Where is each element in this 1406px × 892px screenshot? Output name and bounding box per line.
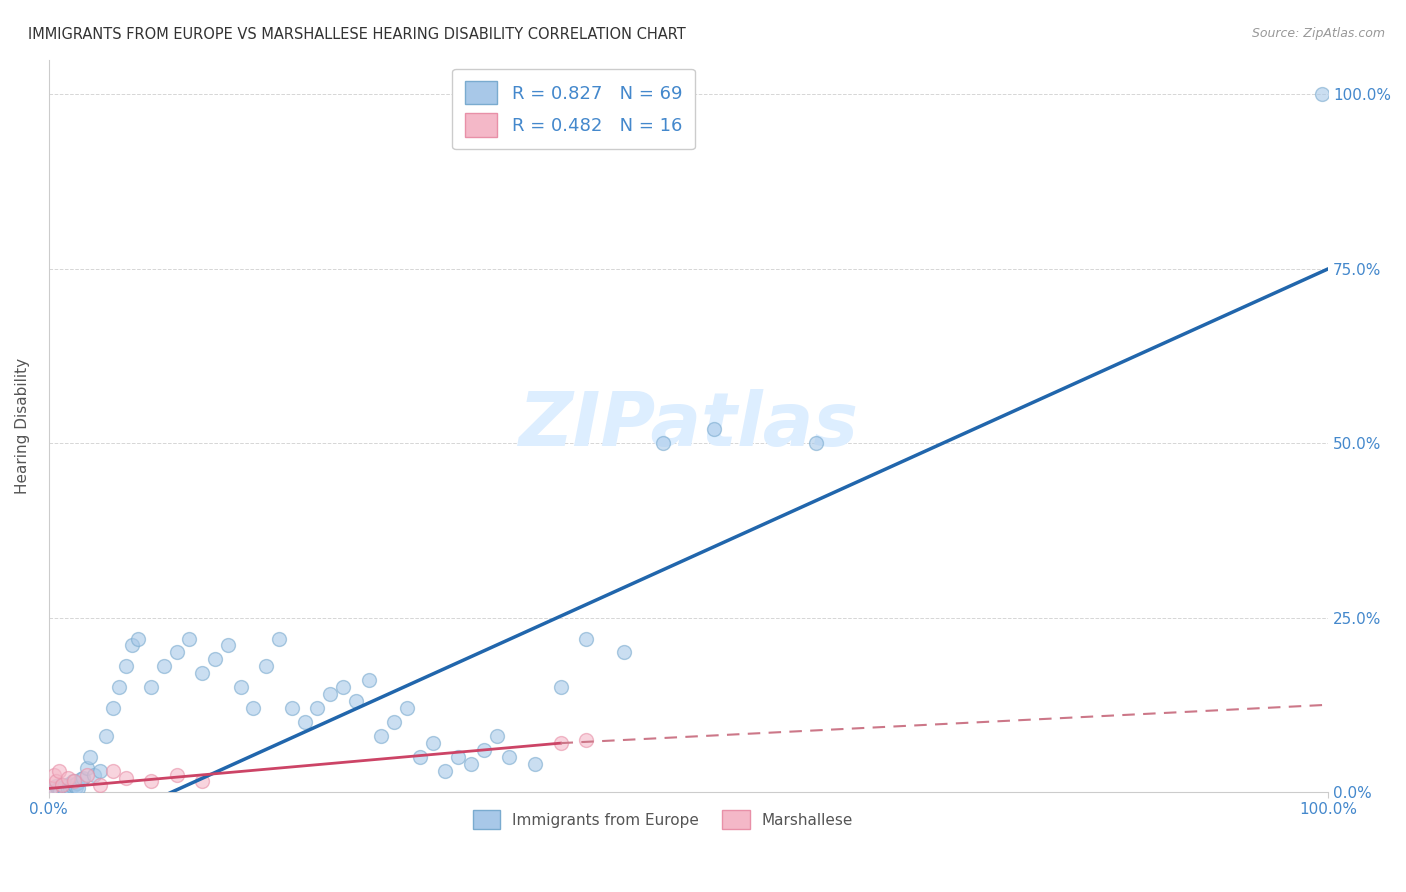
Point <box>485 729 508 743</box>
Point <box>59 780 82 795</box>
Point <box>66 776 89 790</box>
Point <box>575 632 598 646</box>
Point <box>51 778 73 792</box>
Point <box>332 681 354 695</box>
Point <box>703 422 725 436</box>
Point <box>108 681 131 695</box>
Point <box>229 681 252 695</box>
Point <box>79 750 101 764</box>
Point <box>62 774 84 789</box>
Point <box>45 774 67 789</box>
Point <box>114 659 136 673</box>
Point <box>76 767 98 781</box>
Point <box>139 681 162 695</box>
Point <box>242 701 264 715</box>
Point <box>166 767 188 781</box>
Point <box>83 767 105 781</box>
Point <box>41 781 63 796</box>
Point <box>575 732 598 747</box>
Point <box>267 632 290 646</box>
Point <box>69 772 91 787</box>
Point <box>96 729 118 743</box>
Point <box>101 764 124 778</box>
Point <box>344 694 367 708</box>
Y-axis label: Hearing Disability: Hearing Disability <box>15 358 30 494</box>
Point <box>498 750 520 764</box>
Point <box>76 760 98 774</box>
Point <box>39 781 62 796</box>
Point <box>523 757 546 772</box>
Point <box>67 781 90 796</box>
Point <box>204 652 226 666</box>
Point <box>179 632 201 646</box>
Point <box>48 764 70 778</box>
Point <box>63 774 86 789</box>
Point <box>434 764 457 778</box>
Point <box>550 736 572 750</box>
Point <box>307 701 329 715</box>
Point <box>46 782 69 797</box>
Point <box>254 659 277 673</box>
Point <box>63 778 86 792</box>
Point <box>217 639 239 653</box>
Text: Source: ZipAtlas.com: Source: ZipAtlas.com <box>1251 27 1385 40</box>
Point <box>191 774 214 789</box>
Point <box>153 659 176 673</box>
Point <box>651 436 673 450</box>
Point <box>281 701 304 715</box>
Point <box>382 715 405 730</box>
Point <box>101 701 124 715</box>
Point <box>319 687 342 701</box>
Point <box>472 743 495 757</box>
Legend: Immigrants from Europe, Marshallese: Immigrants from Europe, Marshallese <box>467 804 859 836</box>
Point <box>191 666 214 681</box>
Point <box>357 673 380 688</box>
Point <box>806 436 828 450</box>
Point <box>139 774 162 789</box>
Point <box>613 645 636 659</box>
Point <box>60 780 83 794</box>
Point <box>370 729 392 743</box>
Point <box>52 781 75 796</box>
Point <box>1310 87 1333 102</box>
Point <box>55 779 77 793</box>
Point <box>121 639 143 653</box>
Point <box>56 771 79 785</box>
Point <box>72 771 94 785</box>
Point <box>55 783 77 797</box>
Point <box>166 645 188 659</box>
Point <box>460 757 482 772</box>
Point <box>294 715 316 730</box>
Point <box>48 780 70 795</box>
Point <box>53 780 76 794</box>
Point <box>89 764 111 778</box>
Point <box>89 778 111 792</box>
Text: ZIPatlas: ZIPatlas <box>519 389 859 462</box>
Point <box>409 750 432 764</box>
Text: IMMIGRANTS FROM EUROPE VS MARSHALLESE HEARING DISABILITY CORRELATION CHART: IMMIGRANTS FROM EUROPE VS MARSHALLESE HE… <box>28 27 686 42</box>
Point <box>114 771 136 785</box>
Point <box>49 783 72 797</box>
Point <box>42 767 65 781</box>
Point <box>127 632 149 646</box>
Point <box>65 780 87 794</box>
Point <box>45 780 67 794</box>
Point <box>51 778 73 792</box>
Point <box>422 736 444 750</box>
Point <box>56 782 79 797</box>
Point <box>44 783 66 797</box>
Point <box>58 776 80 790</box>
Point <box>550 681 572 695</box>
Point <box>447 750 470 764</box>
Point <box>395 701 418 715</box>
